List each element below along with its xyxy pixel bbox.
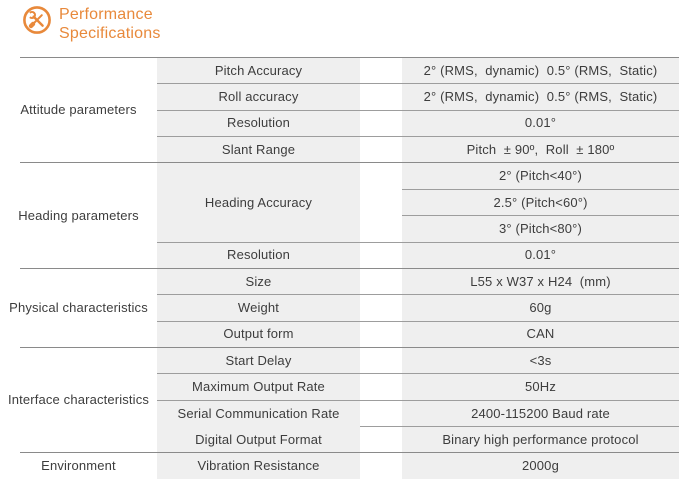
value-cell: 2000g bbox=[522, 458, 559, 474]
value-cell: 2° (Pitch<40°) bbox=[499, 168, 582, 184]
param-cell: Resolution bbox=[227, 247, 290, 263]
tools-icon bbox=[22, 5, 52, 35]
param-cell: Maximum Output Rate bbox=[192, 379, 325, 395]
param-cell: Digital Output Format bbox=[195, 431, 322, 447]
value-cell: Pitch ± 90º, Roll ± 180º bbox=[466, 141, 615, 157]
param-cell: Resolution bbox=[227, 115, 290, 131]
divider-line bbox=[157, 294, 679, 295]
category-cell-environment: Environment bbox=[41, 458, 116, 474]
value-cell: 2° (RMS, dynamic) 0.5° (RMS, Static) bbox=[423, 89, 658, 105]
param-cell: Slant Range bbox=[221, 141, 296, 157]
divider-line bbox=[20, 347, 679, 348]
divider-line bbox=[157, 110, 679, 111]
value-cell: Binary high performance protocol bbox=[442, 431, 639, 447]
divider-line bbox=[157, 136, 679, 137]
param-cell: Roll accuracy bbox=[218, 89, 299, 105]
divider-line bbox=[402, 215, 679, 216]
divider-line bbox=[402, 189, 679, 190]
spec-grid: Attitude parameters Heading parameters P… bbox=[0, 57, 679, 479]
value-cell: <3s bbox=[529, 352, 552, 368]
param-cell: Vibration Resistance bbox=[197, 458, 320, 474]
param-cell: Output form bbox=[223, 326, 294, 342]
header: Performance Specifications bbox=[22, 5, 161, 43]
value-cell: 3° (Pitch<80°) bbox=[499, 220, 582, 236]
divider-line bbox=[157, 242, 679, 243]
value-cell: 60g bbox=[529, 300, 552, 316]
param-cell: Heading Accuracy bbox=[204, 194, 313, 210]
divider-line bbox=[360, 426, 679, 427]
category-cell-interface: Interface characteristics bbox=[7, 392, 150, 408]
value-cell: 0.01° bbox=[524, 247, 557, 263]
category-cell-heading: Heading parameters bbox=[18, 207, 139, 223]
divider-line bbox=[20, 452, 679, 453]
param-cell: Start Delay bbox=[225, 352, 292, 368]
divider-line bbox=[157, 400, 679, 401]
param-cell: Pitch Accuracy bbox=[214, 62, 303, 78]
divider-line bbox=[157, 321, 679, 322]
value-cell: 2400-115200 Baud rate bbox=[471, 405, 610, 421]
param-cell: Size bbox=[245, 273, 272, 289]
param-cell: Weight bbox=[237, 300, 280, 316]
param-cell: Serial Communication Rate bbox=[177, 405, 340, 421]
value-cell: CAN bbox=[526, 326, 555, 342]
title-line-2: Specifications bbox=[59, 25, 161, 42]
divider-line bbox=[157, 83, 679, 84]
value-cell: 2.5° (Pitch<60°) bbox=[493, 194, 588, 210]
value-cell: 0.01° bbox=[524, 115, 557, 131]
category-cell-physical: Physical characteristics bbox=[9, 300, 148, 316]
divider-line bbox=[20, 268, 679, 269]
category-cell-attitude: Attitude parameters bbox=[20, 102, 137, 118]
page-title: Performance Specifications bbox=[59, 5, 161, 43]
title-line-1: Performance bbox=[59, 6, 153, 23]
value-cell: 50Hz bbox=[525, 379, 556, 395]
value-cell: L55 x W37 x H24 (mm) bbox=[470, 273, 611, 289]
divider-line bbox=[157, 373, 679, 374]
divider-line bbox=[20, 57, 679, 58]
value-cell: 2° (RMS, dynamic) 0.5° (RMS, Static) bbox=[423, 62, 658, 78]
divider-line bbox=[20, 162, 679, 163]
